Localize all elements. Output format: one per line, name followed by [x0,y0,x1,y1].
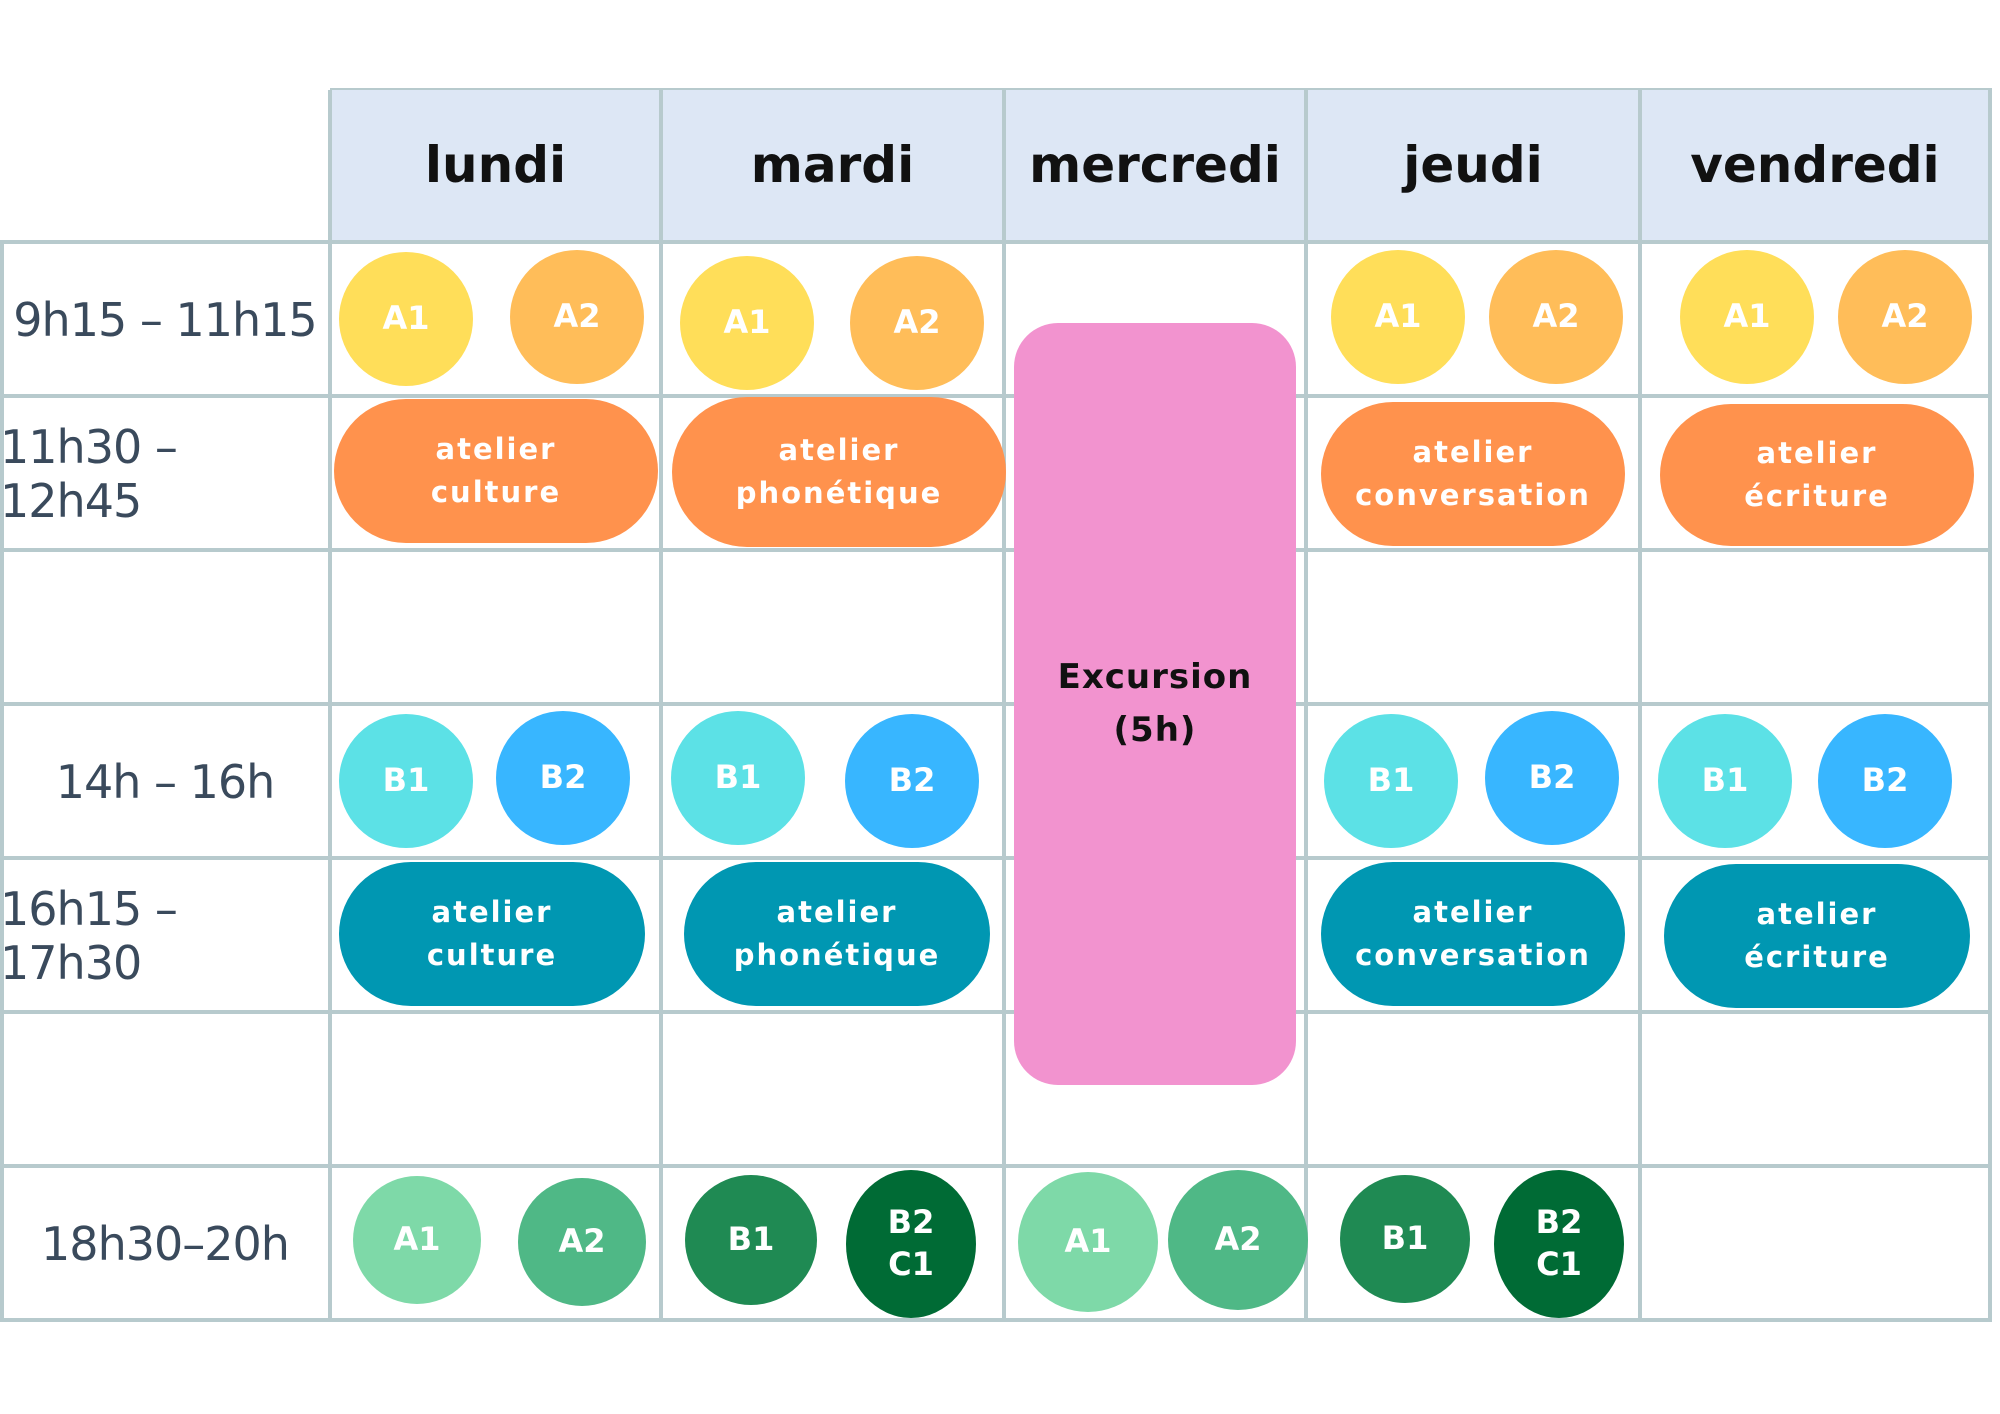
workshop-topic: écriture [1744,940,1890,974]
badge-vendredi-b1: B1 [1658,714,1792,848]
badge-jeudi-a2: A2 [1489,250,1623,384]
excursion-duration: (5h) [1113,710,1197,750]
badge-label: B2 [1528,758,1576,797]
workshop-lundi-culture-late: atelier culture [339,862,645,1006]
badge-lundi-b1: B1 [339,714,473,848]
badge-mardi-a2: A2 [850,256,984,390]
badge-evening-mardi-b2c1: B2 C1 [846,1170,976,1318]
badge-vendredi-a1: A1 [1680,250,1814,384]
badge-label: B1 [1367,761,1415,800]
badge-label: B2 [539,758,587,797]
badge-evening-mercredi-a2: A2 [1168,1170,1308,1310]
workshop-topic: conversation [1355,478,1591,512]
badge-evening-lundi-a2: A2 [518,1178,646,1306]
badge-label: A2 [1881,297,1929,336]
badge-label: B2 [887,1203,935,1242]
badge-label: A1 [723,303,771,342]
time-label-7: 18h30–20h [41,1216,290,1271]
workshop-label: atelier [1412,894,1534,929]
badge-jeudi-a1: A1 [1331,250,1465,384]
workshop-lundi-culture: atelier culture [334,399,658,543]
workshop-topic: culture [430,475,562,509]
excursion-block: Excursion (5h) [1014,323,1296,1085]
workshop-mardi-phonetique-late: atelier phonétique [684,862,990,1006]
badge-lundi-a1: A1 [339,252,473,386]
badge-label: B2 [1535,1203,1583,1242]
badge-evening-lundi-a1: A1 [353,1176,481,1304]
time-label-5: 16h15 – 17h30 [0,881,178,990]
workshop-topic: conversation [1355,938,1591,972]
badge-label: A1 [1723,297,1771,336]
workshop-topic: phonétique [735,476,943,510]
badge-label-secondary: C1 [888,1245,934,1283]
workshop-label: atelier [776,894,898,929]
badge-vendredi-b2: B2 [1818,714,1952,848]
excursion-title: Excursion [1057,657,1253,698]
workshop-label: atelier [435,431,557,466]
workshop-mardi-phonetique: atelier phonétique [672,397,1006,547]
workshop-label: atelier [1756,435,1878,470]
badge-label: B1 [382,761,430,800]
badge-label: A1 [1064,1222,1112,1261]
badge-lundi-a2: A2 [510,250,644,384]
badge-mardi-b2: B2 [845,714,979,848]
badge-label: B1 [714,758,762,797]
day-header-mercredi: mercredi [1006,90,1304,240]
badge-evening-mardi-b1: B1 [685,1175,817,1305]
badge-label: B1 [1701,761,1749,800]
badge-evening-mercredi-a1: A1 [1018,1172,1158,1312]
workshop-topic: culture [426,938,558,972]
workshop-jeudi-conversation-late: atelier conversation [1321,862,1625,1006]
workshop-label: atelier [1412,434,1534,469]
badge-label: A1 [382,299,430,338]
badge-label: B2 [1861,761,1909,800]
workshop-label: atelier [431,894,553,929]
workshop-label: atelier [778,432,900,467]
workshop-vendredi-ecriture-late: atelier écriture [1664,864,1970,1008]
workshop-topic: écriture [1744,479,1890,513]
day-header-lundi: lundi [332,90,659,240]
badge-label: A2 [893,303,941,342]
day-header-jeudi: jeudi [1308,90,1638,240]
badge-label: A2 [1532,297,1580,336]
badge-label: A2 [1214,1220,1262,1259]
badge-lundi-b2: B2 [496,711,630,845]
time-label-1: 9h15 – 11h15 [13,292,317,347]
badge-label: B2 [888,761,936,800]
badge-mardi-a1: A1 [680,256,814,390]
badge-jeudi-b1: B1 [1324,714,1458,848]
badge-label: A2 [553,297,601,336]
badge-mardi-b1: B1 [671,711,805,845]
badge-label: B1 [1381,1219,1429,1258]
badge-label: A2 [558,1222,606,1261]
time-label-2: 11h30 – 12h45 [0,419,178,528]
badge-label: B1 [727,1220,775,1259]
day-header-mardi: mardi [663,90,1002,240]
time-label-4: 14h – 16h [55,754,276,809]
day-header-vendredi: vendredi [1642,90,1988,240]
badge-jeudi-b2: B2 [1485,711,1619,845]
badge-vendredi-a2: A2 [1838,250,1972,384]
workshop-vendredi-ecriture: atelier écriture [1660,404,1974,546]
workshop-label: atelier [1756,896,1878,931]
badge-evening-jeudi-b2c1: B2 C1 [1494,1170,1624,1318]
badge-label-secondary: C1 [1536,1245,1582,1283]
badge-evening-jeudi-b1: B1 [1340,1175,1470,1303]
badge-label: A1 [393,1220,441,1259]
badge-label: A1 [1374,297,1422,336]
workshop-jeudi-conversation: atelier conversation [1321,402,1625,546]
workshop-topic: phonétique [733,938,941,972]
